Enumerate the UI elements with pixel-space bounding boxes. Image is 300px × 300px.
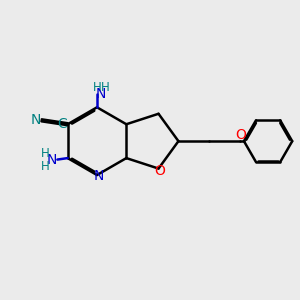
- Text: N: N: [93, 169, 104, 183]
- Text: H: H: [93, 81, 101, 94]
- Text: C: C: [58, 117, 67, 131]
- Text: N: N: [96, 87, 106, 101]
- Text: H: H: [101, 81, 110, 94]
- Text: N: N: [31, 113, 41, 127]
- Text: O: O: [154, 164, 165, 178]
- Text: O: O: [235, 128, 246, 142]
- Text: H: H: [41, 147, 50, 160]
- Text: H: H: [41, 160, 50, 172]
- Text: N: N: [47, 153, 57, 166]
